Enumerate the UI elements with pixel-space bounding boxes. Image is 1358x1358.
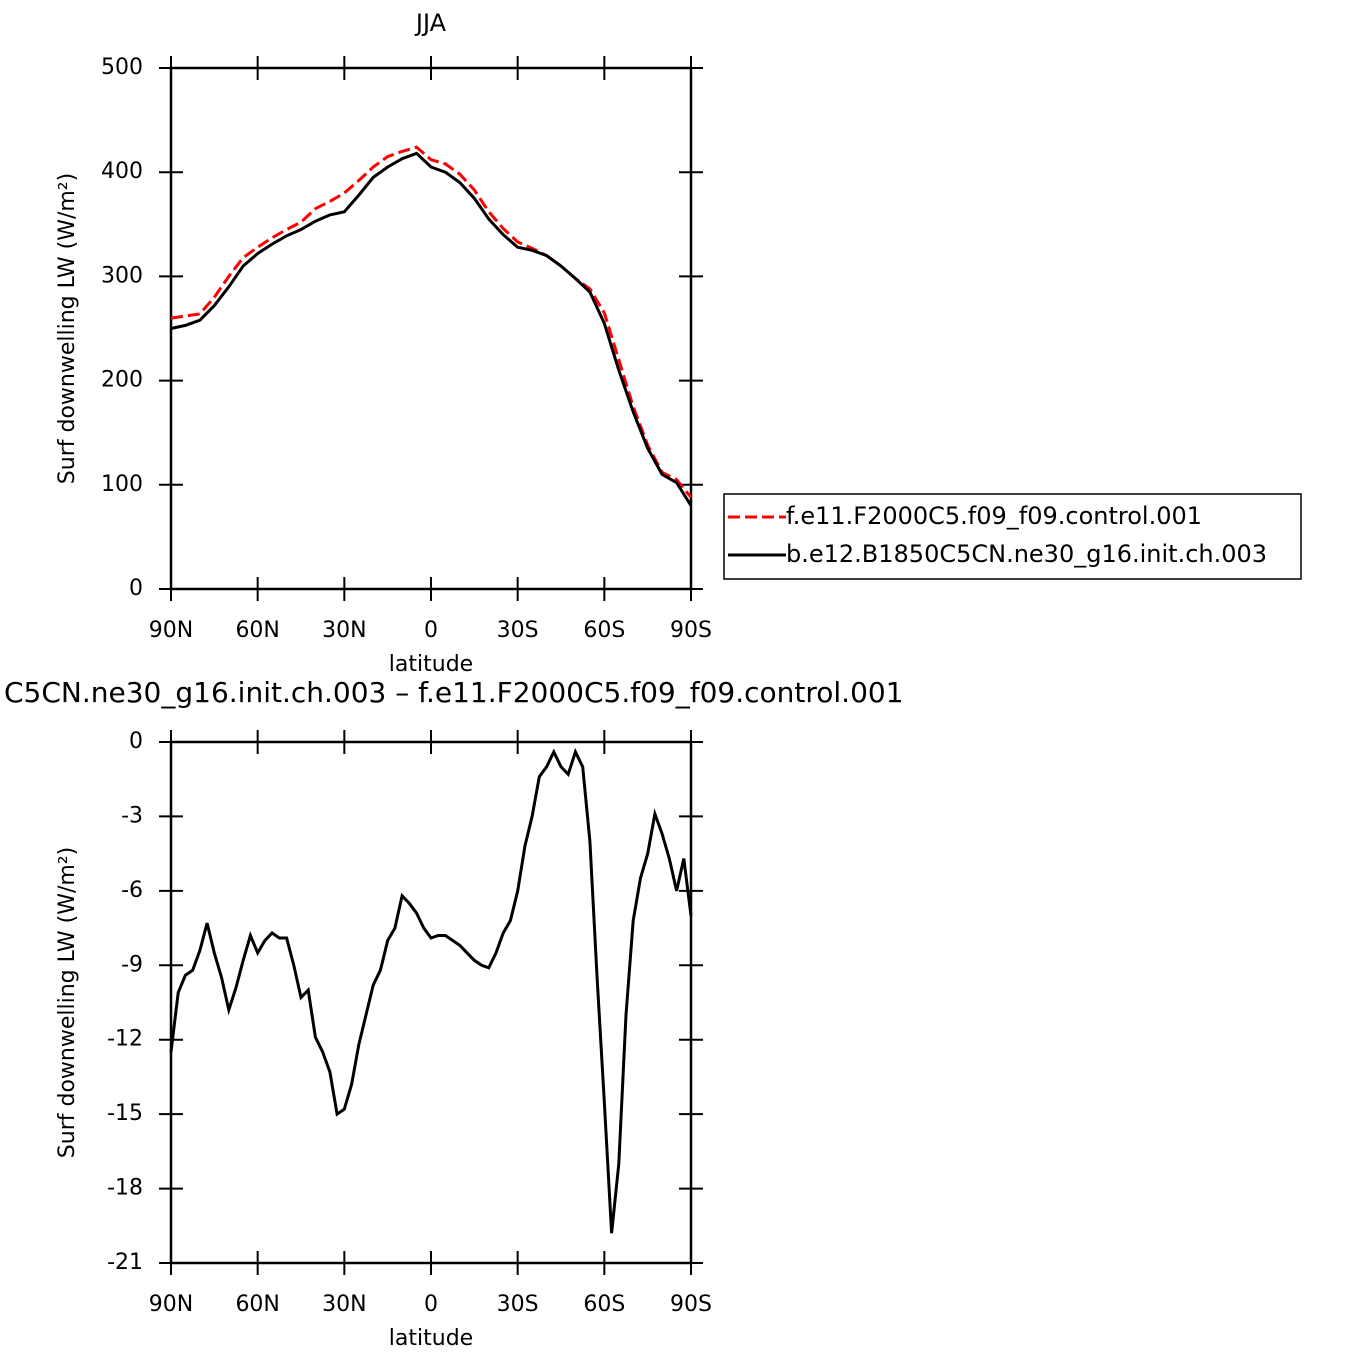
y-tick-label: 0 (129, 729, 143, 754)
y-tick-label: -9 (121, 952, 143, 977)
y-tick-label: -3 (121, 803, 143, 828)
y-axis-label: Surf downwelling LW (W/m²) (55, 847, 80, 1158)
x-tick-label: 60S (583, 618, 625, 643)
legend-label: f.e11.F2000C5.f09_f09.control.001 (786, 502, 1202, 530)
x-tick-label: 30S (497, 1292, 539, 1317)
y-tick-label: 0 (129, 576, 143, 601)
x-tick-label: 90N (149, 618, 193, 643)
y-tick-label: -12 (107, 1027, 143, 1052)
x-tick-label: 90S (670, 618, 712, 643)
y-tick-label: -18 (107, 1176, 143, 1201)
plot-frame (169, 740, 693, 1265)
x-axis-label: latitude (389, 1326, 473, 1351)
y-tick-label: -21 (107, 1250, 143, 1275)
y-axis-label: Surf downwelling LW (W/m²) (55, 173, 80, 484)
chart-title: C5CN.ne30_g16.init.ch.003 – f.e11.F2000C… (4, 676, 904, 709)
x-axis-label: latitude (389, 652, 473, 677)
x-tick-label: 30N (322, 618, 366, 643)
x-tick-label: 0 (424, 618, 438, 643)
x-tick-label: 60S (583, 1292, 625, 1317)
x-tick-label: 60N (235, 1292, 279, 1317)
x-tick-label: 30N (322, 1292, 366, 1317)
x-tick-label: 90N (149, 1292, 193, 1317)
y-tick-label: 400 (101, 159, 143, 184)
data-line (169, 747, 693, 1234)
plot-frame (169, 66, 693, 591)
y-tick-label: 200 (101, 368, 143, 393)
data-line (170, 151, 693, 507)
legend-label: b.e12.B1850C5CN.ne30_g16.init.ch.003 (786, 540, 1267, 568)
y-tick-label: 100 (101, 472, 143, 497)
chart-title: JJA (414, 9, 447, 37)
y-tick-label: 500 (101, 55, 143, 80)
x-tick-label: 30S (497, 618, 539, 643)
data-line (170, 145, 693, 499)
x-tick-label: 0 (424, 1292, 438, 1317)
y-tick-label: -6 (121, 878, 143, 903)
x-tick-label: 90S (670, 1292, 712, 1317)
legend-box (723, 493, 1302, 580)
y-tick-label: 300 (101, 263, 143, 288)
y-tick-label: -15 (107, 1101, 143, 1126)
x-tick-label: 60N (235, 618, 279, 643)
